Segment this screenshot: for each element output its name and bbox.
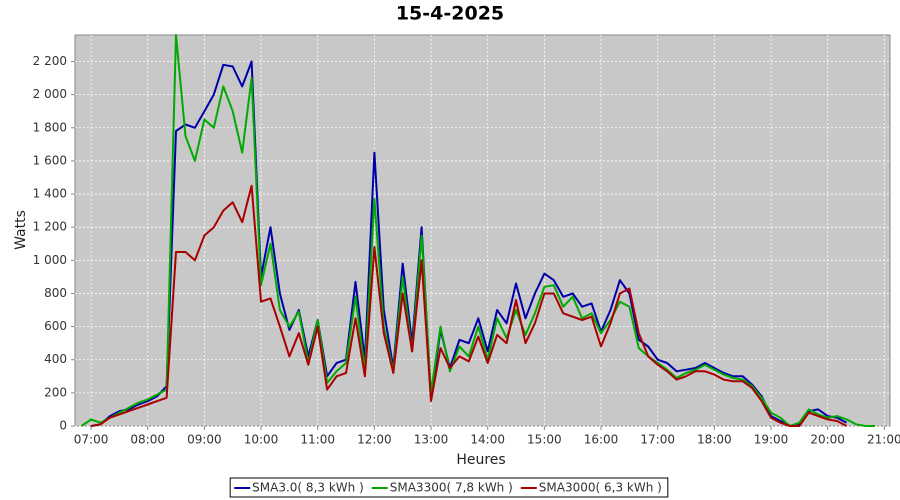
- legend-label: SMA3300( 7,8 kWh ): [390, 481, 513, 495]
- x-tick-label: 07:00: [74, 433, 109, 447]
- y-tick-label: 1 800: [33, 120, 67, 134]
- y-tick-label: 1 400: [33, 187, 67, 201]
- legend-box: [229, 477, 669, 498]
- x-tick-label: 19:00: [754, 433, 789, 447]
- x-tick-label: 10:00: [244, 433, 279, 447]
- legend: SMA3.0( 8,3 kWh ) SMA3300( 7,8 kWh ) SMA30…: [229, 477, 669, 498]
- y-axis-title: Watts: [13, 210, 29, 250]
- x-tick-label: 12:00: [357, 433, 392, 447]
- x-tick-label: 14:00: [470, 433, 505, 447]
- series-line: [81, 34, 875, 427]
- x-tick-label: 17:00: [640, 433, 675, 447]
- x-tick-label: 16:00: [584, 433, 619, 447]
- x-tick-label: 20:00: [810, 433, 845, 447]
- x-tick-label: 11:00: [300, 433, 335, 447]
- x-tick-label: 21:00: [867, 433, 900, 447]
- chart-title: 15-4-2025: [396, 3, 504, 25]
- y-tick-label: 0: [59, 419, 67, 433]
- series-line: [90, 184, 848, 427]
- y-tick-label: 800: [44, 286, 67, 300]
- x-tick-label: 09:00: [187, 433, 222, 447]
- y-tick-label: 400: [44, 352, 67, 366]
- y-tick-label: 1 200: [33, 220, 67, 234]
- plot-area: [74, 34, 891, 427]
- y-tick-label: 2 000: [33, 87, 67, 101]
- x-tick-label: 08:00: [130, 433, 165, 447]
- legend-label: SMA3000( 6,3 kWh ): [539, 481, 662, 495]
- y-tick-label: 1 600: [33, 153, 67, 167]
- y-tick-label: 2 200: [33, 54, 67, 68]
- series-line: [90, 60, 848, 427]
- y-tick-label: 200: [44, 385, 67, 399]
- x-tick-label: 15:00: [527, 433, 562, 447]
- x-tick-label: 13:00: [414, 433, 449, 447]
- x-tick-label: 18:00: [697, 433, 732, 447]
- y-tick-label: 1 000: [33, 253, 67, 267]
- legend-label: SMA3.0( 8,3 kWh ): [252, 481, 364, 495]
- x-axis-title: Heures: [456, 452, 505, 468]
- y-tick-label: 600: [44, 319, 67, 333]
